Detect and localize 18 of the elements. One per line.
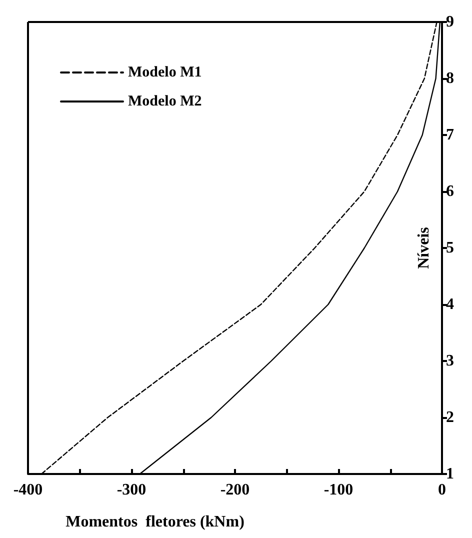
y-axis-title: Níveis [416, 227, 432, 269]
x-tick-label: -400 [13, 482, 43, 498]
x-tick-label: -200 [220, 482, 250, 498]
legend-label: Modelo M2 [128, 94, 202, 110]
y-tick-label: 2 [446, 409, 454, 426]
x-tick-label: -100 [324, 482, 354, 498]
y-tick-label: 7 [446, 126, 454, 144]
y-tick-label: 5 [446, 240, 454, 256]
x-tick-label: -300 [116, 482, 146, 498]
y-tick-label: 1 [446, 466, 454, 482]
x-axis-title: Momentos fletores (kNm) [66, 514, 244, 530]
y-tick-label: 9 [446, 14, 454, 30]
y-tick-label: 4 [446, 296, 454, 313]
x-tick-label: 0 [438, 482, 446, 498]
legend-label: Modelo M1 [128, 64, 202, 80]
y-tick-label: 8 [446, 70, 454, 87]
y-tick-label: 3 [446, 352, 454, 370]
y-tick-label: 6 [446, 183, 454, 200]
